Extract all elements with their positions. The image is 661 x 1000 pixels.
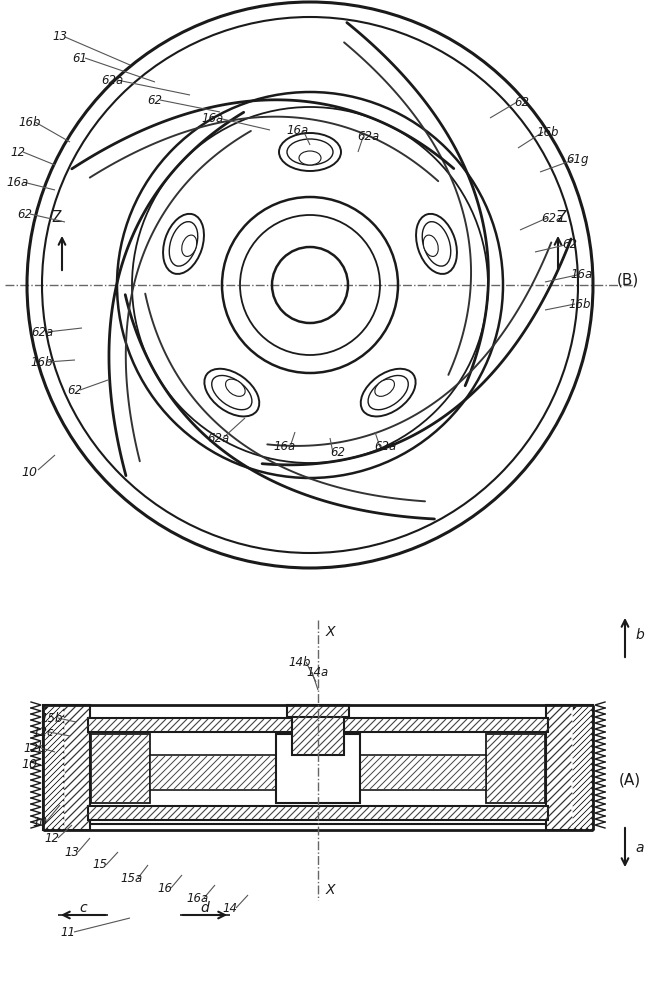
Text: 62: 62 bbox=[67, 383, 83, 396]
Ellipse shape bbox=[182, 235, 197, 256]
Text: 16a: 16a bbox=[571, 268, 593, 282]
Ellipse shape bbox=[416, 214, 457, 274]
Ellipse shape bbox=[212, 375, 252, 410]
Text: 16a: 16a bbox=[287, 123, 309, 136]
Text: 62: 62 bbox=[147, 94, 163, 106]
Text: 62: 62 bbox=[514, 96, 529, 108]
Bar bbox=[292, 715, 344, 755]
Bar bbox=[546, 705, 593, 830]
Bar bbox=[150, 755, 276, 790]
Text: 13: 13 bbox=[52, 30, 67, 43]
Ellipse shape bbox=[422, 222, 451, 266]
Text: a: a bbox=[635, 841, 644, 855]
Text: 16a: 16a bbox=[7, 176, 29, 188]
Bar bbox=[547, 706, 592, 829]
Ellipse shape bbox=[163, 214, 204, 274]
Bar bbox=[88, 806, 548, 820]
Text: 14a: 14a bbox=[307, 666, 329, 678]
Text: c: c bbox=[79, 901, 87, 915]
Ellipse shape bbox=[287, 139, 333, 165]
Text: 14b: 14b bbox=[289, 656, 311, 668]
Bar bbox=[487, 735, 544, 802]
Ellipse shape bbox=[279, 133, 341, 171]
Text: 61: 61 bbox=[73, 51, 87, 64]
Bar bbox=[89, 807, 547, 819]
Text: d: d bbox=[201, 901, 210, 915]
Text: 16b: 16b bbox=[31, 356, 54, 368]
Text: 62a: 62a bbox=[101, 74, 123, 87]
Text: 62a: 62a bbox=[31, 326, 53, 338]
Text: (A): (A) bbox=[619, 772, 641, 788]
Bar bbox=[287, 705, 349, 717]
Bar bbox=[361, 756, 485, 789]
Text: 10: 10 bbox=[32, 816, 48, 828]
Text: 12: 12 bbox=[11, 145, 26, 158]
Bar bbox=[45, 707, 63, 828]
Bar bbox=[293, 716, 343, 754]
Bar bbox=[151, 756, 275, 789]
Bar bbox=[92, 733, 544, 805]
Text: 14: 14 bbox=[223, 902, 237, 914]
Ellipse shape bbox=[225, 379, 245, 396]
Bar bbox=[88, 718, 548, 732]
Text: Z: Z bbox=[52, 211, 62, 226]
Text: 10: 10 bbox=[21, 466, 37, 479]
Text: 12b: 12b bbox=[24, 742, 46, 754]
Ellipse shape bbox=[423, 235, 438, 256]
Text: 15b: 15b bbox=[41, 712, 63, 724]
Text: 62a: 62a bbox=[374, 440, 396, 454]
Bar bbox=[89, 719, 547, 731]
Text: X: X bbox=[326, 883, 336, 897]
Text: 16b: 16b bbox=[19, 115, 41, 128]
Text: 62a: 62a bbox=[357, 130, 379, 143]
Text: (B): (B) bbox=[617, 272, 639, 288]
Text: 62a: 62a bbox=[207, 432, 229, 444]
Ellipse shape bbox=[204, 369, 259, 416]
Text: 62: 62 bbox=[563, 238, 578, 251]
Bar bbox=[573, 707, 591, 828]
Text: 11: 11 bbox=[61, 926, 75, 938]
Text: 16a: 16a bbox=[187, 892, 209, 904]
Text: 16a: 16a bbox=[202, 111, 224, 124]
Ellipse shape bbox=[299, 151, 321, 165]
Text: 16: 16 bbox=[157, 882, 173, 894]
Text: 16a: 16a bbox=[274, 440, 296, 454]
Text: 61g: 61g bbox=[566, 153, 589, 166]
Ellipse shape bbox=[375, 379, 395, 396]
Bar bbox=[43, 705, 90, 830]
Text: 16b: 16b bbox=[568, 298, 591, 310]
Text: 15a: 15a bbox=[121, 871, 143, 884]
Ellipse shape bbox=[27, 2, 593, 568]
Text: 62a: 62a bbox=[541, 212, 563, 225]
Text: 10: 10 bbox=[21, 758, 37, 772]
Text: b: b bbox=[635, 628, 644, 642]
Bar bbox=[276, 734, 360, 803]
Ellipse shape bbox=[368, 375, 408, 410]
Bar bbox=[92, 735, 149, 802]
Text: X: X bbox=[326, 625, 336, 639]
Ellipse shape bbox=[169, 222, 198, 266]
Text: 15: 15 bbox=[93, 858, 108, 871]
Text: 16b: 16b bbox=[537, 125, 559, 138]
Bar bbox=[288, 706, 348, 716]
Ellipse shape bbox=[361, 369, 416, 416]
Bar bbox=[360, 755, 486, 790]
Text: 12: 12 bbox=[44, 832, 59, 844]
Text: 62: 62 bbox=[17, 208, 32, 221]
Bar bbox=[486, 734, 545, 803]
Bar bbox=[44, 706, 89, 829]
Text: 13: 13 bbox=[65, 846, 79, 858]
Bar bbox=[91, 734, 150, 803]
Text: 12c: 12c bbox=[32, 726, 54, 738]
Text: Z: Z bbox=[557, 211, 567, 226]
Text: 62: 62 bbox=[330, 446, 346, 460]
